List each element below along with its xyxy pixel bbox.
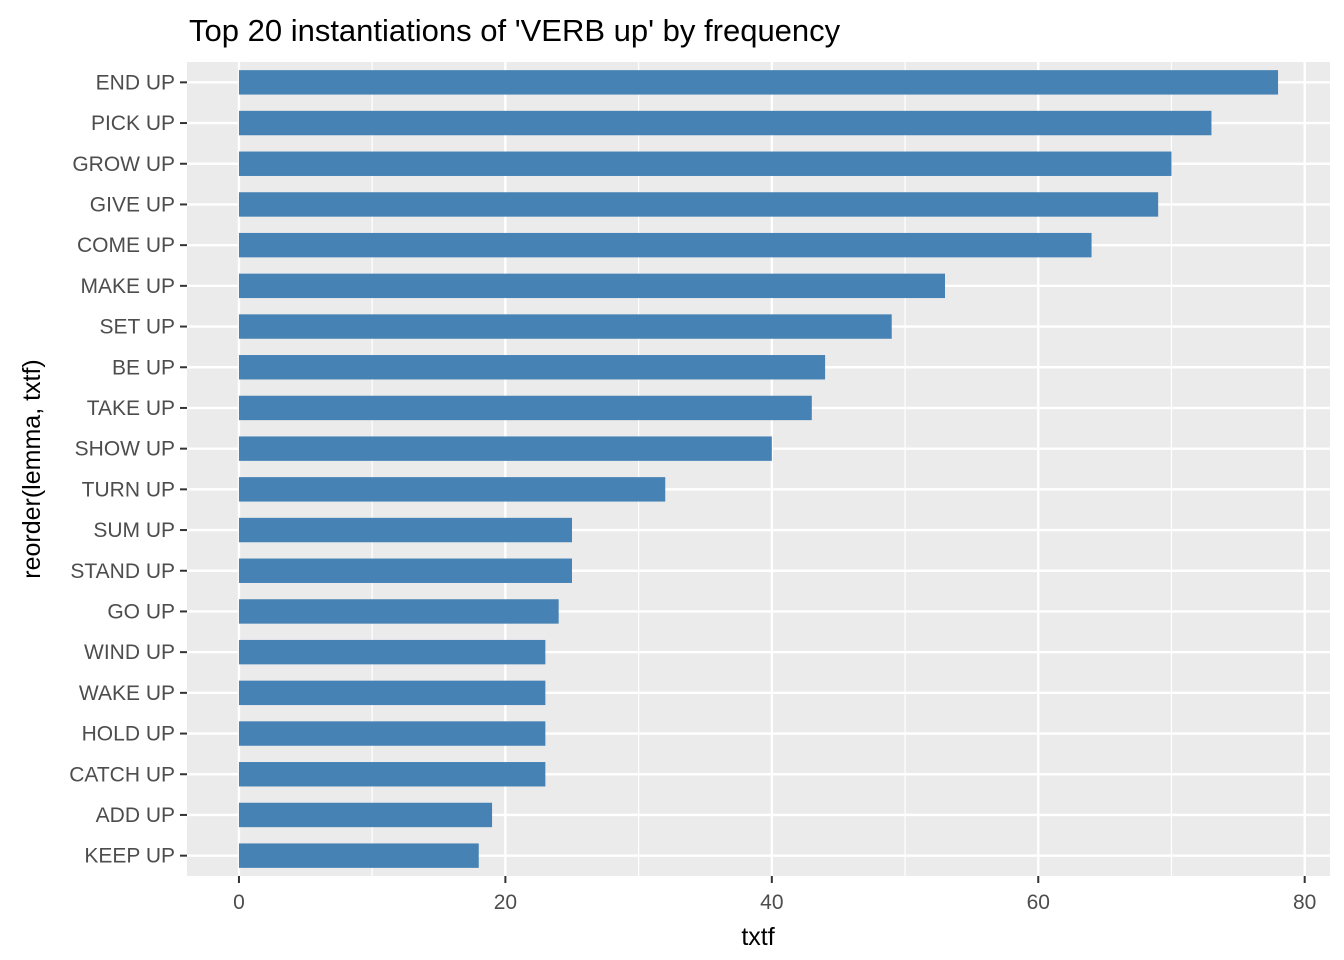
bar <box>238 721 546 746</box>
x-tick-label: 60 <box>1027 891 1050 914</box>
x-tick-label: 20 <box>494 891 517 914</box>
y-tick-label: GROW UP <box>72 153 175 176</box>
x-tick-label: 40 <box>760 891 783 914</box>
bar <box>238 395 812 421</box>
x-tick-label: 80 <box>1293 891 1316 914</box>
bar <box>238 273 946 299</box>
y-tick-label: SUM UP <box>93 519 175 542</box>
bar <box>238 477 666 502</box>
y-tick-label: COME UP <box>77 234 175 257</box>
y-tick-label: PICK UP <box>91 112 175 135</box>
bar <box>238 762 546 787</box>
y-tick-label: BE UP <box>112 356 175 379</box>
y-tick-label: WAKE UP <box>79 682 175 705</box>
bars <box>238 70 1279 868</box>
bar <box>238 436 772 461</box>
y-tick-label: MAKE UP <box>80 275 175 298</box>
y-tick-label: SET UP <box>100 316 175 339</box>
bar <box>238 355 826 380</box>
y-tick-label: STAND UP <box>70 560 175 583</box>
y-tick-label: ADD UP <box>96 804 175 827</box>
chart-title: Top 20 instantiations of 'VERB up' by fr… <box>189 13 841 48</box>
y-tick-label: GO UP <box>107 600 175 623</box>
bar <box>238 599 559 624</box>
y-tick-label: HOLD UP <box>82 723 175 746</box>
bar <box>238 110 1212 136</box>
y-axis-title: reorder(lemma, txtf) <box>18 359 46 578</box>
y-axis: END UP PICK UP GROW UP GIVE UP COME UP MAKE U… <box>69 71 187 868</box>
bar <box>238 639 546 665</box>
bar <box>238 558 572 583</box>
x-tick-label: 0 <box>233 891 245 914</box>
y-tick-label: TAKE UP <box>87 397 175 420</box>
bar <box>238 151 1172 176</box>
y-tick-label: WIND UP <box>84 641 175 664</box>
bar <box>238 70 1279 95</box>
x-axis: 0 20 40 60 80 <box>233 876 1316 914</box>
y-tick-label: END UP <box>96 71 175 94</box>
plot-panel <box>187 62 1330 876</box>
bar <box>238 314 892 339</box>
y-tick-label: CATCH UP <box>69 763 175 786</box>
y-tick-label: SHOW UP <box>75 438 175 461</box>
bar <box>238 232 1092 258</box>
bar <box>238 517 572 543</box>
bar <box>238 843 479 868</box>
x-axis-title: txtf <box>741 923 774 951</box>
bar <box>238 802 493 828</box>
y-tick-label: GIVE UP <box>90 193 175 216</box>
y-tick-label: TURN UP <box>82 478 175 501</box>
bar <box>238 192 1159 217</box>
bar <box>238 680 546 706</box>
y-tick-label: KEEP UP <box>84 845 175 868</box>
